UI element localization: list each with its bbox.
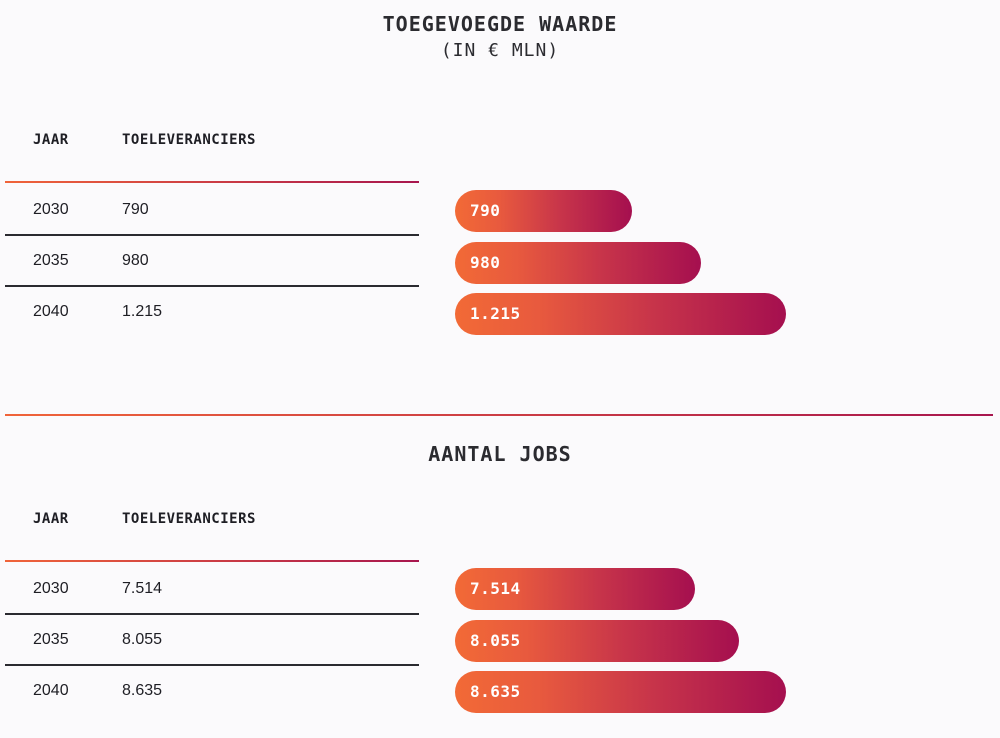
column-header-suppliers: TOELEVERANCIERS (122, 132, 256, 148)
bar: 8.055 (455, 620, 739, 662)
row-divider (5, 664, 419, 666)
row-divider (5, 613, 419, 615)
bar: 8.635 (455, 671, 786, 713)
bar: 790 (455, 190, 632, 232)
year-cell: 2040 (33, 303, 69, 320)
value-cell: 1.215 (122, 303, 163, 320)
bar-value-label: 1.215 (470, 304, 521, 323)
bar-value-label: 8.055 (470, 631, 521, 650)
chart-1-subtitle: (IN € MLN) (440, 40, 560, 61)
chart-1-title: TOEGEVOEGDE WAARDE (382, 12, 618, 36)
bar: 7.514 (455, 568, 695, 610)
column-header-suppliers: TOELEVERANCIERS (122, 511, 256, 527)
chart-2-title: AANTAL JOBS (428, 442, 572, 466)
year-cell: 2035 (33, 631, 69, 648)
bar-value-label: 7.514 (470, 579, 521, 598)
year-cell: 2040 (33, 682, 69, 699)
section-divider (5, 414, 993, 416)
column-header-year: JAAR (33, 132, 69, 148)
value-cell: 8.055 (122, 631, 163, 648)
table-header-rule (5, 560, 419, 562)
value-cell: 980 (122, 252, 149, 269)
row-divider (5, 285, 419, 287)
value-cell: 790 (122, 201, 149, 218)
bar: 1.215 (455, 293, 786, 335)
bar: 980 (455, 242, 701, 284)
year-cell: 2035 (33, 252, 69, 269)
year-cell: 2030 (33, 580, 69, 597)
row-divider (5, 234, 419, 236)
bar-value-label: 790 (470, 201, 501, 220)
bar-value-label: 980 (470, 253, 501, 272)
value-cell: 7.514 (122, 580, 163, 597)
column-header-year: JAAR (33, 511, 69, 527)
value-cell: 8.635 (122, 682, 163, 699)
year-cell: 2030 (33, 201, 69, 218)
table-header-rule (5, 181, 419, 183)
bar-value-label: 8.635 (470, 682, 521, 701)
